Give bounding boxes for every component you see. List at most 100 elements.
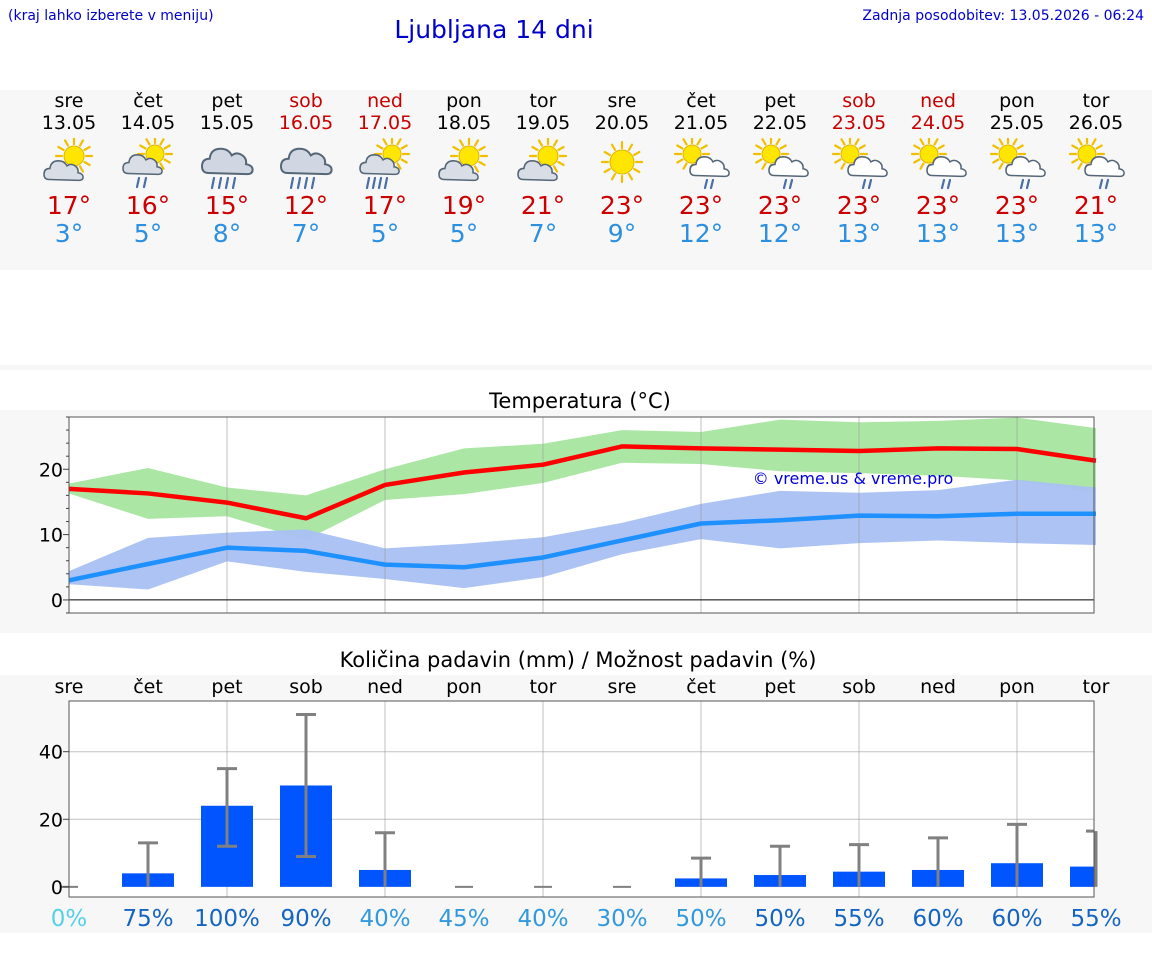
precipitation-y-tick-label: 0 — [51, 877, 63, 899]
max-temperature: 17° — [46, 191, 92, 220]
day-column: sre 20.05 23° 9° — [582, 90, 662, 248]
day-date: 24.05 — [910, 112, 966, 134]
precipitation-y-tick-label: 20 — [39, 809, 63, 831]
day-name: čet — [133, 90, 163, 112]
max-temperature: 21° — [1073, 191, 1119, 220]
day-name: čet — [686, 90, 716, 112]
day-column: pet 15.05 15° 8° — [187, 90, 267, 248]
temperature-y-tick-label: 10 — [39, 525, 63, 547]
precipitation-probability: 40% — [359, 906, 410, 932]
precipitation-probability: 30% — [596, 906, 647, 932]
day-name: pet — [211, 90, 243, 112]
min-temperature: 7° — [291, 219, 321, 248]
precipitation-day-label: sre — [55, 676, 84, 698]
sun-cloud-rain-icon — [122, 138, 174, 189]
max-temperature: 23° — [678, 191, 724, 220]
min-temperature: 12° — [757, 219, 803, 248]
day-name: sob — [289, 90, 323, 112]
temperature-chart-title: Temperatura (°C) — [488, 389, 671, 413]
day-date: 26.05 — [1068, 112, 1124, 134]
precipitation-day-label: tor — [530, 676, 557, 698]
day-date: 15.05 — [199, 112, 255, 134]
max-temperature: 16° — [125, 191, 171, 220]
day-date: 13.05 — [41, 112, 97, 134]
day-column: ned 24.05 23° 13° — [898, 90, 978, 248]
day-date: 18.05 — [436, 112, 492, 134]
min-temperature: 13° — [994, 219, 1040, 248]
min-temperature: 5° — [133, 219, 163, 248]
max-temperature: 15° — [204, 191, 250, 220]
sun-icon — [600, 140, 644, 184]
day-column: pet 22.05 23° 12° — [740, 90, 820, 248]
precipitation-chart: Količina padavin (mm) / Možnost padavin … — [39, 648, 1122, 932]
precipitation-day-label: pon — [446, 676, 482, 698]
precipitation-day-label: pet — [211, 676, 242, 698]
max-temperature: 23° — [915, 191, 961, 220]
tmin-line — [68, 511, 1096, 583]
day-date: 25.05 — [989, 112, 1045, 134]
max-temperature: 23° — [836, 191, 882, 220]
precipitation-day-label: čet — [686, 676, 716, 698]
precipitation-probability: 90% — [280, 906, 331, 932]
sun-cloud-icon — [517, 138, 568, 182]
min-temperature: 13° — [836, 219, 882, 248]
precipitation-day-label: pet — [764, 676, 795, 698]
sun-cloud-light-rain-icon — [989, 138, 1046, 190]
day-date: 22.05 — [752, 112, 808, 134]
day-date: 20.05 — [594, 112, 650, 134]
days-band — [0, 90, 1152, 270]
sun-cloud-light-rain-icon — [1068, 138, 1125, 190]
day-column: sob 16.05 12° 7° — [266, 90, 346, 248]
day-column: pon 25.05 23° 13° — [977, 90, 1057, 248]
day-date: 14.05 — [120, 112, 176, 134]
precipitation-y-tick-label: 40 — [39, 742, 63, 764]
precipitation-probability: 75% — [122, 906, 173, 932]
watermark: © vreme.us & vreme.pro — [753, 469, 954, 488]
temperature-chart: Temperatura (°C) 0 10 20 © vreme.us & vreme.… — [39, 389, 1097, 614]
precipitation-day-label: sre — [608, 676, 637, 698]
day-name: pon — [446, 90, 482, 112]
precipitation-plot-frame — [68, 700, 1095, 898]
sun-cloud-heavy-rain-icon — [359, 138, 411, 190]
day-date: 17.05 — [357, 112, 413, 134]
sun-cloud-light-rain-icon — [752, 138, 809, 190]
temperature-plot-frame — [68, 416, 1095, 614]
day-date: 23.05 — [831, 112, 887, 134]
day-column: čet 21.05 23° 12° — [661, 90, 741, 248]
day-name: sob — [842, 90, 876, 112]
page-title: Ljubljana 14 dni — [394, 15, 594, 44]
sun-cloud-light-rain-icon — [831, 138, 888, 190]
day-date: 21.05 — [673, 112, 729, 134]
min-temperature: 13° — [1073, 219, 1119, 248]
min-temperature: 9° — [607, 219, 637, 248]
precipitation-probability: 60% — [991, 906, 1042, 932]
precipitation-day-label: čet — [133, 676, 163, 698]
day-column: tor 26.05 21° 13° — [1056, 90, 1136, 248]
min-temperature: 8° — [212, 219, 242, 248]
max-temperature: 19° — [441, 191, 487, 220]
precipitation-day-label: pon — [999, 676, 1035, 698]
day-name: tor — [1082, 90, 1110, 112]
day-column: tor 19.05 21° 7° — [503, 90, 583, 248]
day-name: ned — [367, 90, 403, 112]
day-name: sre — [54, 90, 84, 112]
sun-cloud-light-rain-icon — [673, 138, 730, 190]
min-temperature: 7° — [528, 219, 558, 248]
precipitation-probability: 55% — [1070, 906, 1121, 932]
max-temperature: 23° — [599, 191, 645, 220]
precipitation-day-label: ned — [367, 676, 403, 698]
day-name: pon — [999, 90, 1035, 112]
precipitation-day-label: ned — [920, 676, 956, 698]
day-column: čet 14.05 16° 5° — [108, 90, 188, 248]
precipitation-probability: 0% — [51, 906, 88, 932]
cloud-heavy-rain-icon — [280, 147, 333, 190]
day-column: sre 13.05 17° 3° — [29, 90, 109, 248]
max-temperature: 21° — [520, 191, 566, 220]
precipitation-bar — [1070, 866, 1094, 887]
location-menu-hint: (kraj lahko izberete v meniju) — [8, 8, 214, 24]
max-temperature: 17° — [362, 191, 408, 220]
cloud-heavy-rain-icon — [201, 147, 254, 190]
last-update: Zadnja posodobitev: 13.05.2026 - 06:24 — [862, 8, 1144, 24]
day-name: sre — [607, 90, 637, 112]
precipitation-probability: 100% — [194, 906, 260, 932]
